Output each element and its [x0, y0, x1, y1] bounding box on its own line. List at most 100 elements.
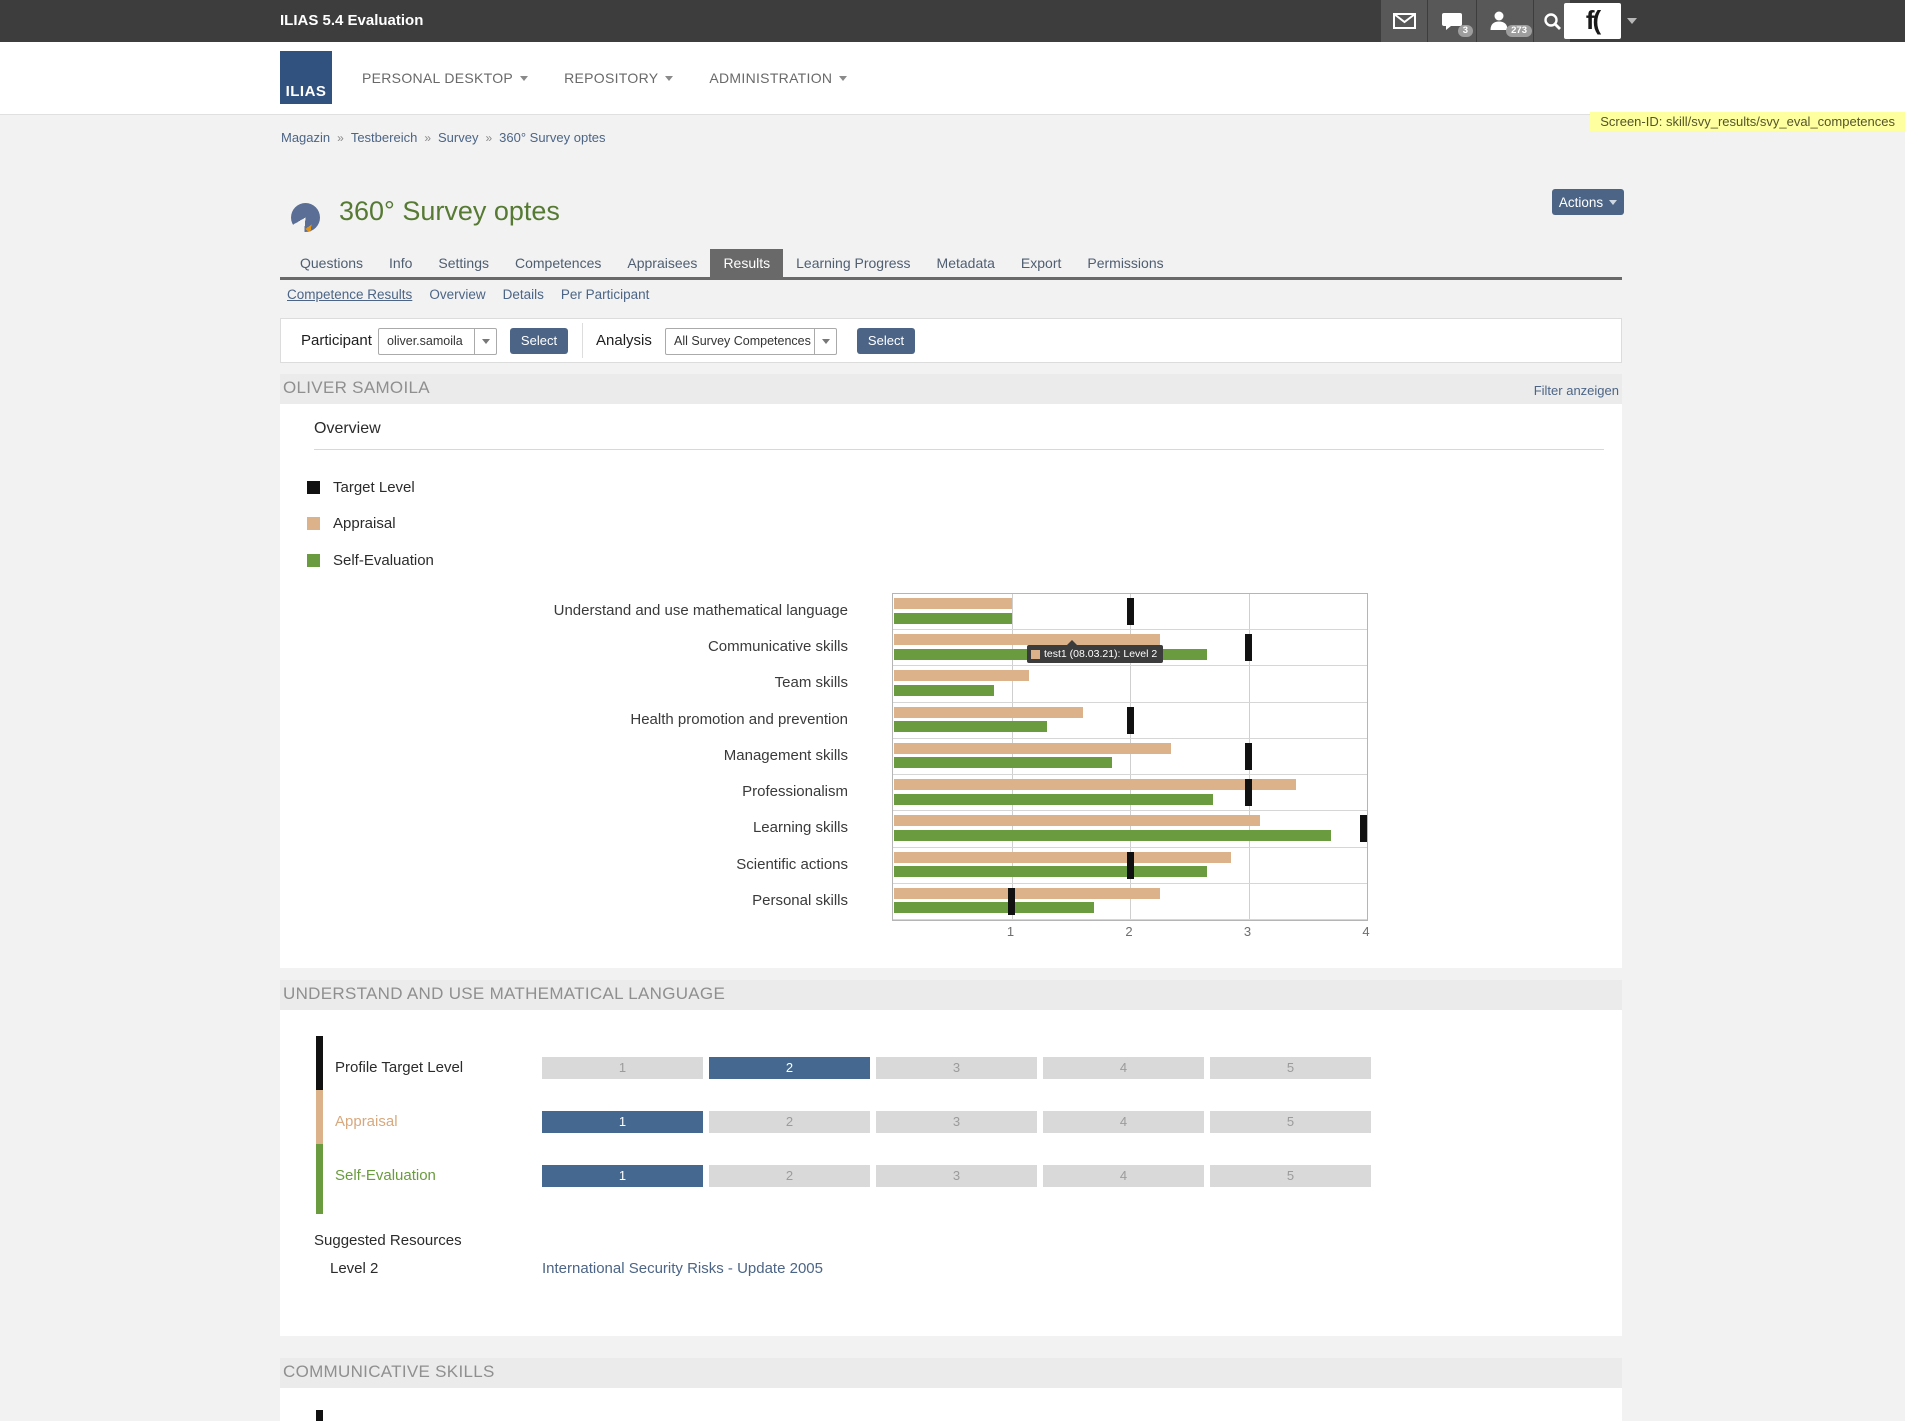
- self-evaluation-bar[interactable]: [894, 866, 1208, 878]
- rating-row-label: Self-Evaluation: [335, 1167, 436, 1184]
- chart-row: [893, 666, 1367, 703]
- resource-link[interactable]: International Security Risks - Update 20…: [542, 1260, 823, 1277]
- tab-results[interactable]: Results: [710, 249, 784, 277]
- main-menu-item-personal-desktop[interactable]: PERSONAL DESKTOP: [362, 70, 529, 86]
- appraisal-bar[interactable]: [894, 670, 1030, 682]
- self-evaluation-bar[interactable]: [894, 684, 994, 696]
- tab-settings[interactable]: Settings: [438, 255, 489, 271]
- subtab-competence-results[interactable]: Competence Results: [287, 287, 413, 302]
- tab-bar: Questions Info Settings Competences Appraise…: [287, 249, 1177, 277]
- x-tick-label: 1: [1006, 924, 1015, 939]
- main-menu-item-repository[interactable]: REPOSITORY: [564, 70, 674, 86]
- participant-select-button[interactable]: Select: [510, 328, 568, 354]
- next-section-heading: COMMUNICATIVE SKILLS: [283, 1362, 495, 1381]
- chart-category-label: Understand and use mathematical language: [553, 602, 848, 619]
- participant-select[interactable]: oliver.samoila: [378, 328, 497, 355]
- self-evaluation-bar[interactable]: [894, 757, 1113, 769]
- breadcrumb-link[interactable]: Testbereich: [350, 130, 418, 145]
- breadcrumb-link[interactable]: Survey: [438, 130, 479, 145]
- overview-panel-title: Overview: [314, 420, 381, 437]
- who-is-online-button[interactable]: 273: [1476, 0, 1533, 42]
- target-level-marker[interactable]: [1245, 634, 1252, 662]
- self-evaluation-bar[interactable]: [894, 721, 1048, 733]
- subtab-per-participant[interactable]: Per Participant: [560, 287, 650, 302]
- participant-section-header: OLIVER SAMOILA Filter anzeigen: [280, 374, 1622, 404]
- rating-row-marker-bar: [316, 1036, 323, 1106]
- target-level-marker[interactable]: [1126, 851, 1134, 879]
- target-level-marker[interactable]: [1245, 742, 1252, 770]
- target-level-marker[interactable]: [1126, 598, 1134, 625]
- appraisal-bar[interactable]: [894, 779, 1296, 791]
- menu-label: REPOSITORY: [564, 70, 659, 86]
- chart-category-label: Personal skills: [752, 891, 848, 909]
- tab-competences[interactable]: Competences: [515, 255, 602, 271]
- gridline: [1011, 594, 1013, 920]
- tab-underline: [280, 277, 1622, 280]
- appraisal-bar[interactable]: [894, 887, 1160, 899]
- installation-logo[interactable]: f(: [1564, 3, 1621, 39]
- chat-button[interactable]: 3: [1427, 0, 1476, 42]
- appraisal-bar[interactable]: [894, 706, 1083, 718]
- filter-toolbar: Participant oliver.samoila Select Analys…: [280, 318, 1622, 363]
- resource-level-label: Level 2: [330, 1260, 379, 1277]
- target-level-marker[interactable]: [1245, 779, 1252, 807]
- level-segment: 4: [1043, 1165, 1204, 1187]
- appraisal-bar[interactable]: [894, 851, 1231, 863]
- subtab-overview[interactable]: Overview: [429, 287, 486, 302]
- appraisal-bar[interactable]: [894, 815, 1261, 827]
- next-section-header: COMMUNICATIVE SKILLS: [280, 1358, 1622, 1388]
- tab-appraisees[interactable]: Appraisees: [627, 255, 698, 271]
- target-level-marker[interactable]: [1360, 815, 1367, 843]
- chart-tooltip: test1 (08.03.21): Level 2: [1027, 640, 1164, 664]
- app-title: ILIAS 5.4 Evaluation: [280, 12, 424, 29]
- appraisal-bar[interactable]: [894, 634, 1160, 646]
- analysis-select-button[interactable]: Select: [857, 328, 915, 354]
- breadcrumb-link[interactable]: 360° Survey optes: [499, 130, 606, 145]
- tab-metadata[interactable]: Metadata: [936, 255, 995, 271]
- target-level-marker[interactable]: [1008, 887, 1015, 915]
- legend-label: Self-Evaluation: [333, 551, 434, 569]
- legend-label: Appraisal: [333, 515, 396, 532]
- chart-category-label: Learning skills: [752, 819, 848, 837]
- logo-dropdown-caret-icon[interactable]: [1627, 18, 1637, 24]
- self-evaluation-bar[interactable]: [894, 793, 1213, 805]
- main-menu-item-administration[interactable]: ADMINISTRATION: [709, 70, 848, 86]
- subtab-details[interactable]: Details: [502, 287, 544, 302]
- level-segment: 3: [876, 1057, 1037, 1079]
- level-segment: 3: [876, 1111, 1037, 1133]
- self-evaluation-bar[interactable]: [894, 612, 1012, 624]
- self-evaluation-bar[interactable]: [894, 829, 1332, 841]
- tab-permissions[interactable]: Permissions: [1087, 255, 1164, 271]
- chart-category-label: Professionalism: [742, 783, 848, 801]
- tab-learning-progress[interactable]: Learning Progress: [796, 255, 911, 271]
- mail-button[interactable]: [1380, 0, 1427, 42]
- search-button[interactable]: [1533, 0, 1570, 42]
- appraisal-bar[interactable]: [894, 742, 1172, 754]
- overview-panel: Overview Target Level Appraisal Self-Evalu…: [280, 404, 1622, 968]
- tab-export[interactable]: Export: [1020, 255, 1062, 271]
- legend-item-target-level: Target Level: [307, 479, 415, 496]
- target-level-marker[interactable]: [1126, 706, 1134, 734]
- breadcrumb: Magazin » Testbereich » Survey » 360° Survey o…: [281, 130, 606, 145]
- appraisal-bar[interactable]: [894, 598, 1012, 609]
- self-evaluation-bar[interactable]: [894, 902, 1095, 914]
- breadcrumb-link[interactable]: Magazin: [281, 130, 331, 145]
- legend-swatch: [307, 480, 320, 494]
- main-header: ILIAS PERSONAL DESKTOP REPOSITORY ADMINIST…: [0, 42, 1905, 115]
- actions-button[interactable]: Actions: [1552, 189, 1624, 215]
- top-bar: ILIAS 5.4 Evaluation 3 273: [0, 0, 1905, 42]
- filter-anzeigen-link[interactable]: Filter anzeigen: [1533, 383, 1619, 398]
- tab-info[interactable]: Info: [389, 255, 413, 271]
- level-segment: 2: [709, 1111, 870, 1133]
- caret-down-icon: [1609, 199, 1618, 205]
- level-segment: 2: [709, 1057, 870, 1079]
- ilias-logo[interactable]: ILIAS: [280, 51, 332, 104]
- legend-item-appraisal: Appraisal: [307, 515, 396, 532]
- chart-row: [893, 703, 1367, 739]
- chart-row: [893, 884, 1367, 920]
- tab-questions[interactable]: Questions: [300, 255, 364, 271]
- analysis-label: Analysis: [596, 332, 652, 349]
- legend-swatch: [307, 553, 320, 567]
- analysis-select[interactable]: All Survey Competences: [665, 328, 837, 355]
